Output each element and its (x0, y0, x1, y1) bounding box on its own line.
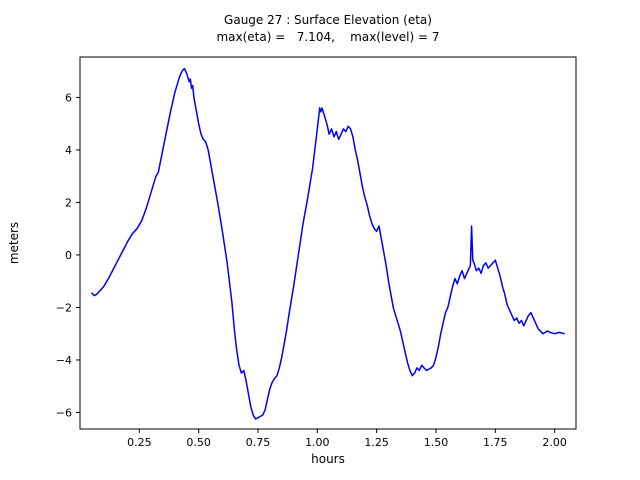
y-axis-label: meters (7, 221, 21, 265)
y-tick-label: 4 (65, 144, 72, 157)
x-axis-label: hours (311, 452, 345, 466)
chart-title: Gauge 27 : Surface Elevation (eta) (224, 13, 432, 27)
x-tick-label: 0.25 (127, 436, 152, 449)
x-tick-label: 1.75 (483, 436, 508, 449)
chart-title-block: Gauge 27 : Surface Elevation (eta) max(e… (80, 12, 576, 46)
x-tick-label: 1.00 (305, 436, 330, 449)
x-tick-label: 1.25 (364, 436, 389, 449)
x-tick-label: 2.00 (542, 436, 567, 449)
y-tick-label: 2 (65, 196, 72, 209)
y-tick-label: 0 (65, 249, 72, 262)
y-tick-label: 6 (65, 91, 72, 104)
y-tick-label: −2 (56, 301, 72, 314)
x-tick-label: 0.75 (246, 436, 271, 449)
y-tick-label: −4 (56, 354, 72, 367)
axes-frame (79, 56, 577, 430)
x-tick-label: 0.50 (186, 436, 211, 449)
chart-subtitle: max(eta) = 7.104, max(level) = 7 (216, 30, 440, 44)
y-tick-label: −6 (56, 406, 72, 419)
x-tick-label: 1.50 (424, 436, 449, 449)
series-line-eta (91, 67, 565, 420)
